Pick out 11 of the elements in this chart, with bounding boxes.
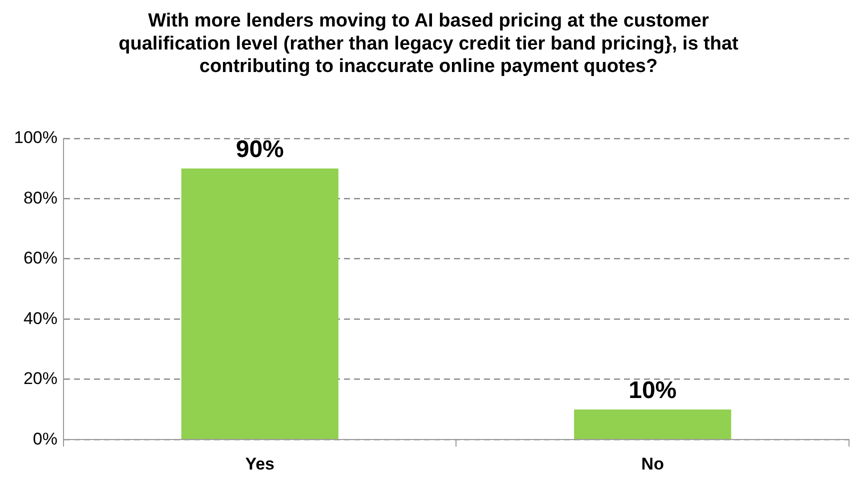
chart-title: With more lenders moving to AI based pricing at the customer qualification level (rather than legacy credit tier band pricing}, is that contributing to inaccurate online payment quotes?	[118, 10, 740, 78]
y-tick-label: 100%	[14, 128, 58, 148]
data-label: 10%	[628, 377, 677, 404]
y-tick-label: 0%	[32, 429, 58, 448]
x-tick-label: Yes	[245, 454, 275, 474]
y-tick-label: 80%	[23, 188, 58, 208]
x-tick-label: No	[641, 454, 664, 474]
y-tick-label: 40%	[23, 308, 58, 328]
data-label: 90%	[236, 136, 284, 164]
y-tick-label: 20%	[23, 369, 58, 388]
y-tick-label: 60%	[23, 248, 58, 268]
